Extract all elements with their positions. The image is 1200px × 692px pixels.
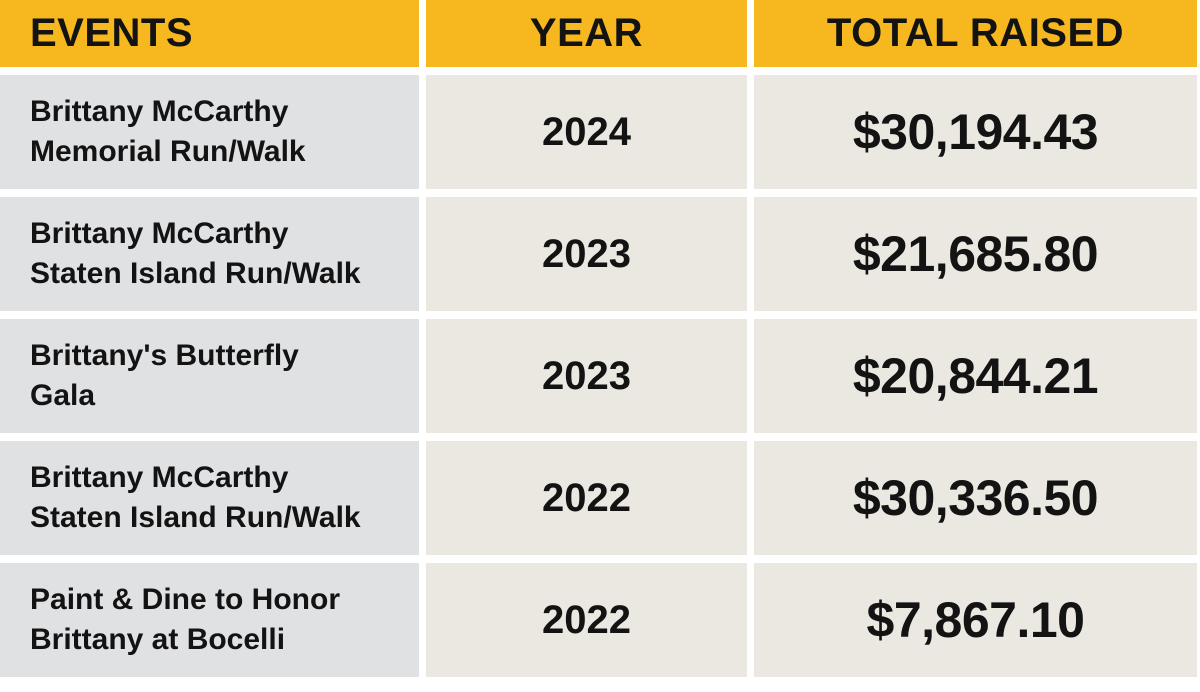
column-header-total-raised: TOTAL RAISED: [754, 0, 1197, 67]
event-name-line: Brittany at Bocelli: [30, 623, 286, 656]
event-name-line: Brittany McCarthy: [30, 95, 289, 128]
event-cell: Brittany McCarthy Staten Island Run/Walk: [0, 197, 419, 311]
event-name-line: Staten Island Run/Walk: [30, 501, 361, 534]
event-name-line: Staten Island Run/Walk: [30, 257, 361, 290]
total-raised-cell: $21,685.80: [754, 197, 1197, 311]
event-cell: Paint & Dine to Honor Brittany at Bocell…: [0, 563, 419, 677]
event-cell: Brittany's Butterfly Gala: [0, 319, 419, 433]
event-cell: Brittany McCarthy Memorial Run/Walk: [0, 75, 419, 189]
event-name-line: Gala: [30, 379, 96, 412]
event-name-line: Brittany McCarthy: [30, 217, 289, 250]
total-raised-cell: $7,867.10: [754, 563, 1197, 677]
total-raised-cell: $20,844.21: [754, 319, 1197, 433]
year-cell: 2023: [426, 197, 747, 311]
fundraising-events-table: EVENTS YEAR TOTAL RAISED Brittany McCart…: [0, 0, 1197, 677]
event-name-line: Paint & Dine to Honor: [30, 583, 340, 616]
total-raised-cell: $30,194.43: [754, 75, 1197, 189]
total-raised-cell: $30,336.50: [754, 441, 1197, 555]
event-cell: Brittany McCarthy Staten Island Run/Walk: [0, 441, 419, 555]
event-name-line: Brittany McCarthy: [30, 461, 289, 494]
year-cell: 2022: [426, 441, 747, 555]
column-header-year: YEAR: [426, 0, 747, 67]
event-name-line: Brittany's Butterfly: [30, 339, 299, 372]
year-cell: 2022: [426, 563, 747, 677]
year-cell: 2023: [426, 319, 747, 433]
year-cell: 2024: [426, 75, 747, 189]
column-header-events: EVENTS: [0, 0, 419, 67]
event-name-line: Memorial Run/Walk: [30, 135, 306, 168]
